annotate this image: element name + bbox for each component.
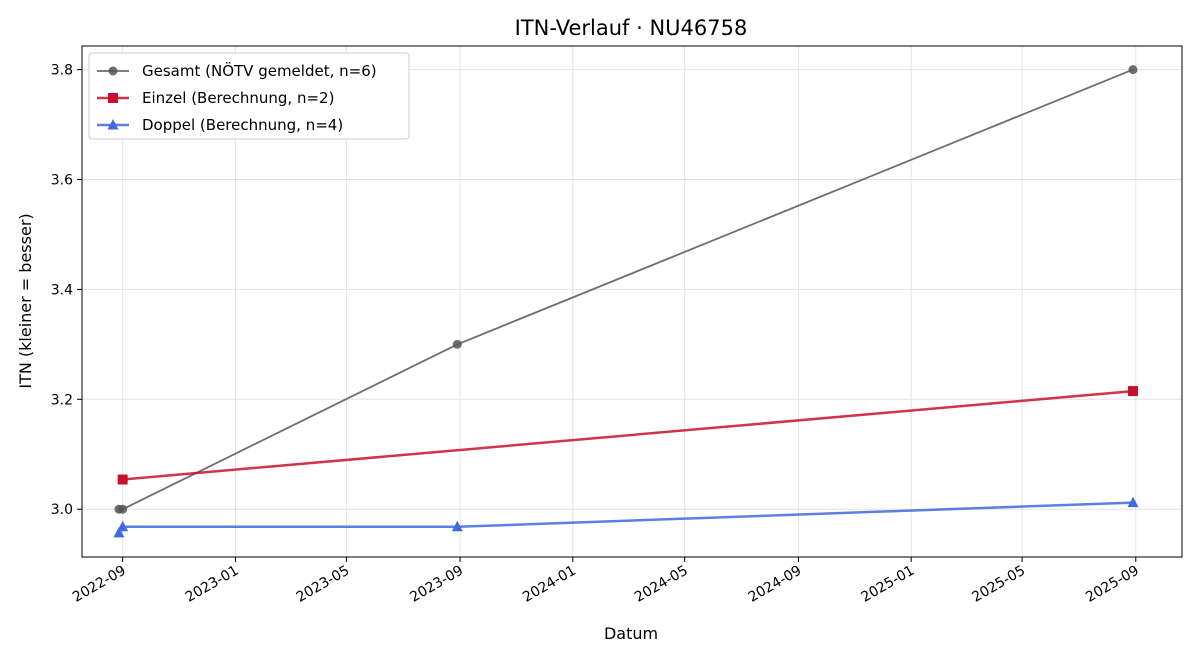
legend-marker [107,119,119,130]
data-point [451,520,463,532]
series-2 [117,386,1139,485]
legend-item: Doppel (Berechnung, n=4) [97,116,343,134]
y-axis: 3.0 3.2 3.4 3.6 3.8 [51,63,82,518]
legend: Gesamt (NÖTV gemeldet, n=6) Einzel (Berec… [88,52,410,140]
legend-item: Einzel (Berechnung, n=2) [97,89,334,107]
legend-item: Gesamt (NÖTV gemeldet, n=6) [97,61,377,80]
chart-title: ITN-Verlauf · NU46758 [515,16,748,40]
plot-frame [81,45,1183,558]
x-axis-label: Datum [604,624,658,643]
data-point [113,526,125,538]
data-point [1128,65,1138,75]
data-point [117,474,128,485]
data-point [1127,496,1139,508]
series-layer [113,65,1139,538]
legend-marker [108,93,118,103]
y-tick-label: 3.0 [51,502,73,518]
legend-label: Einzel (Berechnung, n=2) [142,89,334,107]
y-tick-label: 3.6 [51,173,73,189]
legend-marker [108,66,118,76]
data-point [1128,386,1139,397]
series-1 [114,65,1138,514]
y-tick-label: 3.8 [51,63,73,79]
legend-box [88,52,410,140]
y-axis-label: ITN (kleiner = besser) [16,213,35,388]
data-point [452,339,462,349]
data-point [117,520,129,532]
data-point [118,504,128,514]
y-tick-label: 3.2 [51,392,73,408]
legend-label: Gesamt (NÖTV gemeldet, n=6) [142,61,377,80]
legend-label: Doppel (Berechnung, n=4) [142,116,343,134]
series-3 [113,496,1139,538]
series-line [122,389,1134,481]
y-tick-label: 3.4 [51,282,73,298]
